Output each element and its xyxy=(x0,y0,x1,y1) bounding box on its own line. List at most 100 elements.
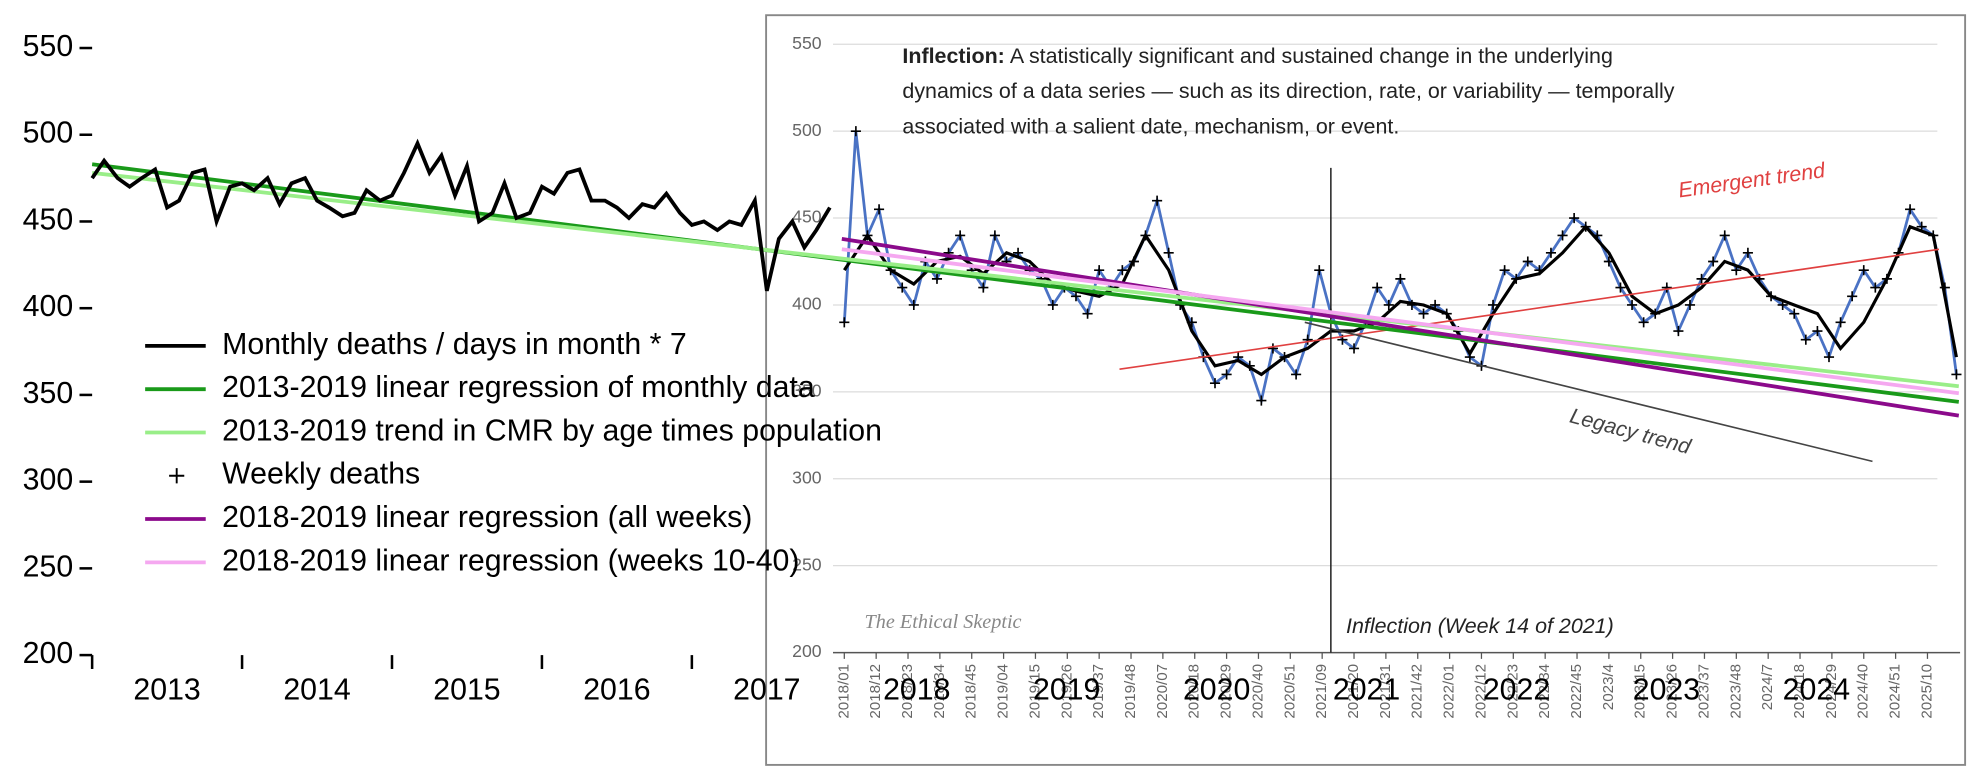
cross-marker xyxy=(1117,265,1128,276)
x-tick-label: 2023/26 xyxy=(1664,664,1681,719)
x-tick-label: 2024/40 xyxy=(1855,664,1872,719)
cross-marker xyxy=(1905,204,1916,215)
legend-label: Monthly deaths / days in month * 7 xyxy=(222,328,687,361)
inflection-label: Inflection (Week 14 of 2021) xyxy=(1346,614,1614,638)
series-line xyxy=(90,138,832,292)
x-tick-label: 2022/45 xyxy=(1568,664,1585,719)
cross-marker xyxy=(897,282,908,293)
x-tick-label: 2019/04 xyxy=(995,664,1012,719)
x-tick-label: 2023 xyxy=(1633,674,1700,707)
y-tick-label: 400 xyxy=(23,290,74,323)
cross-marker xyxy=(1372,282,1383,293)
legend-marker xyxy=(169,468,185,484)
annotation-term: Inflection: xyxy=(902,44,1004,68)
x-tick-label: 2019/37 xyxy=(1090,664,1107,719)
x-tick-label: 2022/01 xyxy=(1441,664,1458,719)
cross-marker xyxy=(1314,265,1325,276)
x-tick-label: 2018/45 xyxy=(963,664,980,719)
y-tick-label: 550 xyxy=(792,33,822,53)
cross-marker xyxy=(1291,369,1302,380)
cross-marker xyxy=(1789,308,1800,319)
annotation-line: associated with a salient date, mechanis… xyxy=(902,114,1399,138)
x-tick-label: 2017 xyxy=(733,674,800,707)
x-tick-label: 2023/37 xyxy=(1695,664,1712,719)
legend-label: Weekly deaths xyxy=(222,458,420,491)
cross-marker xyxy=(1047,299,1058,310)
cross-marker xyxy=(978,282,989,293)
cross-marker xyxy=(955,230,966,241)
cross-marker xyxy=(1638,317,1649,328)
cross-marker xyxy=(1870,282,1881,293)
y-tick-label: 300 xyxy=(23,464,74,497)
watermark: The Ethical Skeptic xyxy=(865,611,1022,633)
cross-marker xyxy=(1522,256,1533,267)
series-line xyxy=(91,162,1960,404)
x-tick-label: 2018 xyxy=(883,674,950,707)
x-tick-label: 2020/07 xyxy=(1154,664,1171,719)
y-tick-label: 250 xyxy=(23,550,74,583)
cross-marker xyxy=(1256,395,1267,406)
y-tick-label: 200 xyxy=(23,637,74,670)
cross-marker xyxy=(1557,230,1568,241)
x-tick-label: 2025/10 xyxy=(1918,664,1935,719)
x-tick-label: 2024 xyxy=(1783,674,1850,707)
cross-marker xyxy=(989,230,1000,241)
main-chart: 200 250 300 350 400 450 500 550 2013 2014 2015 2016… xyxy=(23,30,1960,707)
annotation: Inflection: A statistically significant a… xyxy=(902,44,1674,139)
cross-marker xyxy=(1487,299,1499,310)
y-tick-label: 450 xyxy=(23,203,74,236)
cross-marker xyxy=(1951,369,1962,380)
y-tick-label: 550 xyxy=(23,30,74,63)
cross-marker xyxy=(1082,308,1093,319)
x-tick-label: 2024/18 xyxy=(1791,664,1808,719)
x-tick-label: 2022/12 xyxy=(1472,664,1489,719)
cross-marker xyxy=(1163,247,1174,258)
x-tick-label: 2018/34 xyxy=(931,664,948,719)
y-tick-label: 200 xyxy=(792,641,822,661)
cross-marker xyxy=(1823,352,1835,363)
y-tick-label: 450 xyxy=(792,207,822,227)
series-line xyxy=(843,224,1958,377)
x-tick-label: 2023/4 xyxy=(1600,664,1617,710)
cross-marker xyxy=(1627,299,1638,310)
x-tick-label: 2014 xyxy=(283,674,350,707)
y-tick-label: 300 xyxy=(792,467,822,487)
x-tick-label: 2019/15 xyxy=(1026,664,1043,719)
x-tick-label: 2020/51 xyxy=(1281,664,1298,719)
x-tick-label: 2019/48 xyxy=(1122,664,1139,719)
cross-marker xyxy=(1615,282,1626,293)
x-tick-label: 2021/31 xyxy=(1377,664,1394,719)
legend-label: 2018-2019 linear regression (weeks 10-40… xyxy=(222,544,799,577)
cross-marker xyxy=(1684,299,1696,310)
y-tick-label: 400 xyxy=(792,294,822,314)
x-tick-label: 2019/26 xyxy=(1058,664,1075,719)
x-tick-label: 2018/01 xyxy=(835,664,852,719)
series-line xyxy=(91,170,1960,389)
legend-label: 2013-2019 trend in CMR by age times popu… xyxy=(222,414,882,447)
inset-frame xyxy=(765,14,1967,766)
cross-marker xyxy=(1847,291,1858,302)
cross-marker xyxy=(1302,334,1313,345)
x-tick-label: 2013 xyxy=(133,674,200,707)
legend-label: 2018-2019 linear regression (all weeks) xyxy=(222,501,752,534)
legend-label: 2013-2019 linear regression of monthly d… xyxy=(222,371,815,404)
annotation-line: A statistically significant and sustaine… xyxy=(1010,44,1613,68)
cross-marker xyxy=(874,204,885,215)
y-tick-label: 350 xyxy=(23,377,74,410)
x-tick-label: 2024/29 xyxy=(1823,664,1840,719)
cross-marker xyxy=(1812,325,1823,337)
cross-marker xyxy=(1267,343,1278,354)
x-tick-label: 2021 xyxy=(1333,674,1400,707)
cross-marker xyxy=(1719,230,1730,241)
cross-marker xyxy=(1835,317,1846,328)
x-tick-label: 2024/7 xyxy=(1759,664,1776,710)
x-tick-label: 2015 xyxy=(433,674,500,707)
cross-marker xyxy=(1800,334,1811,345)
cross-marker xyxy=(1673,325,1684,337)
cross-marker xyxy=(908,299,919,310)
x-tick-label: 2020/18 xyxy=(1186,664,1203,719)
cross-marker xyxy=(1070,291,1082,302)
cross-marker xyxy=(1209,378,1221,389)
x-tick-label: 2020/29 xyxy=(1218,664,1235,719)
cross-marker xyxy=(1418,308,1429,319)
